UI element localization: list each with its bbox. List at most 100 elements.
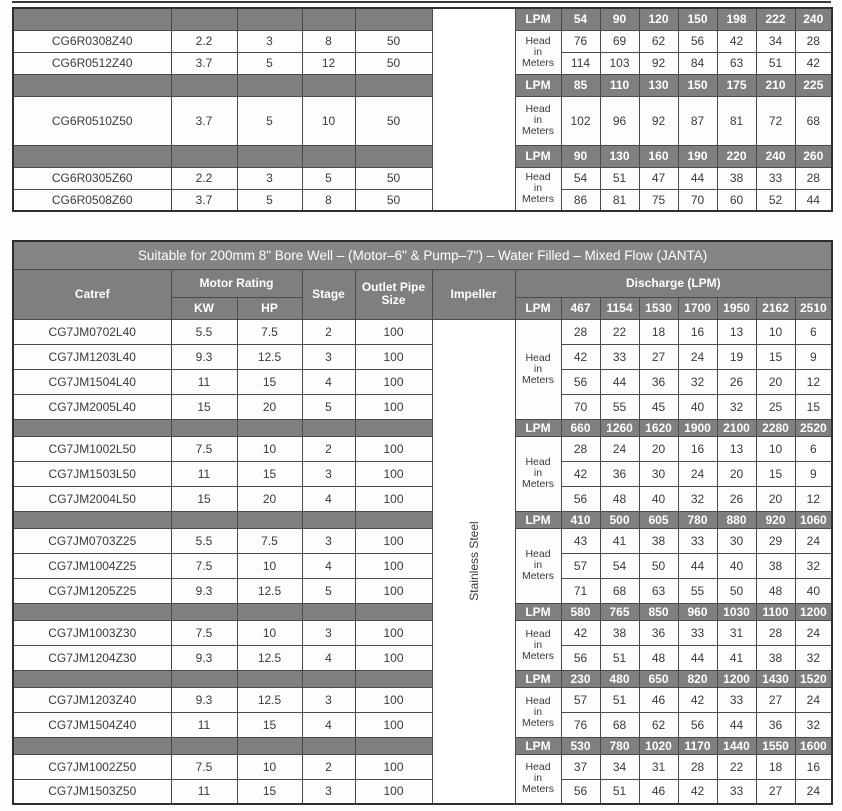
lpm-value-cell: 1030: [716, 602, 757, 621]
head-value-cell: 13: [716, 435, 757, 462]
kw-cell: 5.5: [170, 318, 238, 345]
spacer-cell: [301, 418, 356, 437]
head-value-cell: 102: [560, 95, 601, 146]
hp-cell: 3: [236, 166, 303, 190]
head-value-cell: 27: [755, 778, 796, 805]
stage-cell: 3: [301, 460, 356, 487]
lpm-value-cell: 960: [677, 602, 718, 621]
kw-cell: 9.3: [170, 686, 238, 713]
head-value-cell: 24: [677, 343, 718, 370]
head-in-meters-label: Head in Meters: [514, 318, 562, 420]
head-value-cell: 68: [794, 95, 833, 146]
stage-cell: 3: [301, 686, 356, 713]
lpm-value-cell: 1550: [755, 736, 796, 755]
stage-cell: 5: [301, 577, 356, 604]
head-value-cell: 48: [755, 577, 796, 604]
hp-cell: 10: [236, 552, 303, 579]
pump-table-janta: Suitable for 200mm 8" Bore Well – (Motor…: [12, 240, 834, 805]
kw-cell: 11: [170, 368, 238, 395]
head-value-cell: 51: [755, 51, 796, 75]
hp-cell: 15: [236, 368, 303, 395]
outlet-cell: 100: [354, 644, 433, 671]
lpm-value-cell: 54: [560, 7, 601, 31]
head-value-cell: 18: [755, 753, 796, 780]
catref-cell: CG6R0308Z40: [12, 29, 172, 53]
head-value-cell: 27: [638, 343, 679, 370]
spacer-cell: [12, 510, 172, 529]
stage-cell: 2: [301, 753, 356, 780]
head-value-cell: 38: [638, 527, 679, 554]
head-value-cell: 50: [716, 577, 757, 604]
head-value-cell: 38: [755, 644, 796, 671]
head-value-cell: 48: [599, 485, 640, 512]
head-line: Meters: [521, 570, 555, 582]
head-value-cell: 15: [755, 460, 796, 487]
lpm-value-cell: 605: [638, 510, 679, 529]
head-value-cell: 40: [794, 577, 833, 604]
outlet-cell: 100: [354, 368, 433, 395]
head-value-cell: 28: [560, 318, 601, 345]
spacer-cell: [170, 7, 238, 31]
head-value-cell: 57: [560, 686, 601, 713]
catref-cell: CG7JM1205Z25: [12, 577, 172, 604]
head-value-cell: 57: [560, 552, 601, 579]
head-in-meters-label: Head in Meters: [514, 753, 562, 805]
head-value-cell: 81: [599, 188, 640, 212]
head-value-cell: 32: [794, 711, 833, 738]
head-value-cell: 54: [599, 552, 640, 579]
pump-table-6inch: LPM 54 90 120 150 198 222 240 CG6R0308Z4…: [12, 7, 833, 212]
head-in-meters-label: Head in Meters: [514, 686, 562, 738]
head-value-cell: 86: [560, 188, 601, 212]
catref-cell: CG7JM1003Z30: [12, 619, 172, 646]
hp-cell: 5: [236, 95, 303, 146]
lpm-value-cell: 480: [599, 669, 640, 688]
head-line: Head: [525, 694, 551, 707]
head-value-cell: 62: [638, 29, 679, 53]
head-line: in: [533, 705, 543, 718]
head-in-meters-label: Head in Meters: [514, 166, 562, 212]
head-value-cell: 43: [560, 527, 601, 554]
lpm-value-cell: 1520: [794, 669, 833, 688]
hp-cell: 10: [236, 753, 303, 780]
spacer-cell: [170, 73, 238, 97]
head-value-cell: 24: [794, 686, 833, 713]
head-line: Meters: [521, 373, 555, 386]
outlet-cell: 50: [354, 188, 433, 212]
head-value-cell: 33: [755, 166, 796, 190]
lpm-value-cell: 220: [716, 144, 757, 168]
spacer-cell: [354, 669, 433, 688]
head-value-cell: 51: [599, 686, 640, 713]
cropped-row-border: [12, 1, 831, 3]
outlet-cell: 100: [354, 552, 433, 579]
catref-cell: CG7JM1002Z50: [12, 753, 172, 780]
stage-cell: 3: [301, 778, 356, 805]
hp-cell: 15: [236, 778, 303, 805]
spacer-cell: [12, 736, 172, 755]
head-value-cell: 42: [560, 460, 601, 487]
head-value-cell: 42: [560, 343, 601, 370]
head-value-cell: 37: [560, 753, 601, 780]
kw-cell: 5.5: [170, 527, 238, 554]
head-value-cell: 51: [599, 778, 640, 805]
head-value-cell: 41: [599, 527, 640, 554]
lpm-value-cell: 150: [677, 73, 718, 97]
head-in-meters-label: Head in Meters: [514, 619, 562, 671]
head-value-cell: 68: [599, 577, 640, 604]
lpm-value-cell: 160: [638, 144, 679, 168]
head-value-cell: 38: [599, 619, 640, 646]
stage-cell: 3: [301, 619, 356, 646]
head-value-cell: 42: [677, 686, 718, 713]
impeller-cell: [431, 7, 516, 212]
lpm-value-cell: 530: [560, 736, 601, 755]
lpm-value-cell: 1440: [716, 736, 757, 755]
spacer-cell: [12, 418, 172, 437]
spacer-cell: [354, 73, 433, 97]
head-value-cell: 36: [638, 368, 679, 395]
head-value-cell: 15: [755, 343, 796, 370]
head-line: in: [533, 45, 543, 58]
head-line: Meters: [521, 649, 555, 662]
stage-cell: 5: [301, 166, 356, 190]
head-value-cell: 54: [560, 166, 601, 190]
head-line: Meters: [521, 783, 555, 796]
kw-cell: 3.7: [170, 51, 238, 75]
